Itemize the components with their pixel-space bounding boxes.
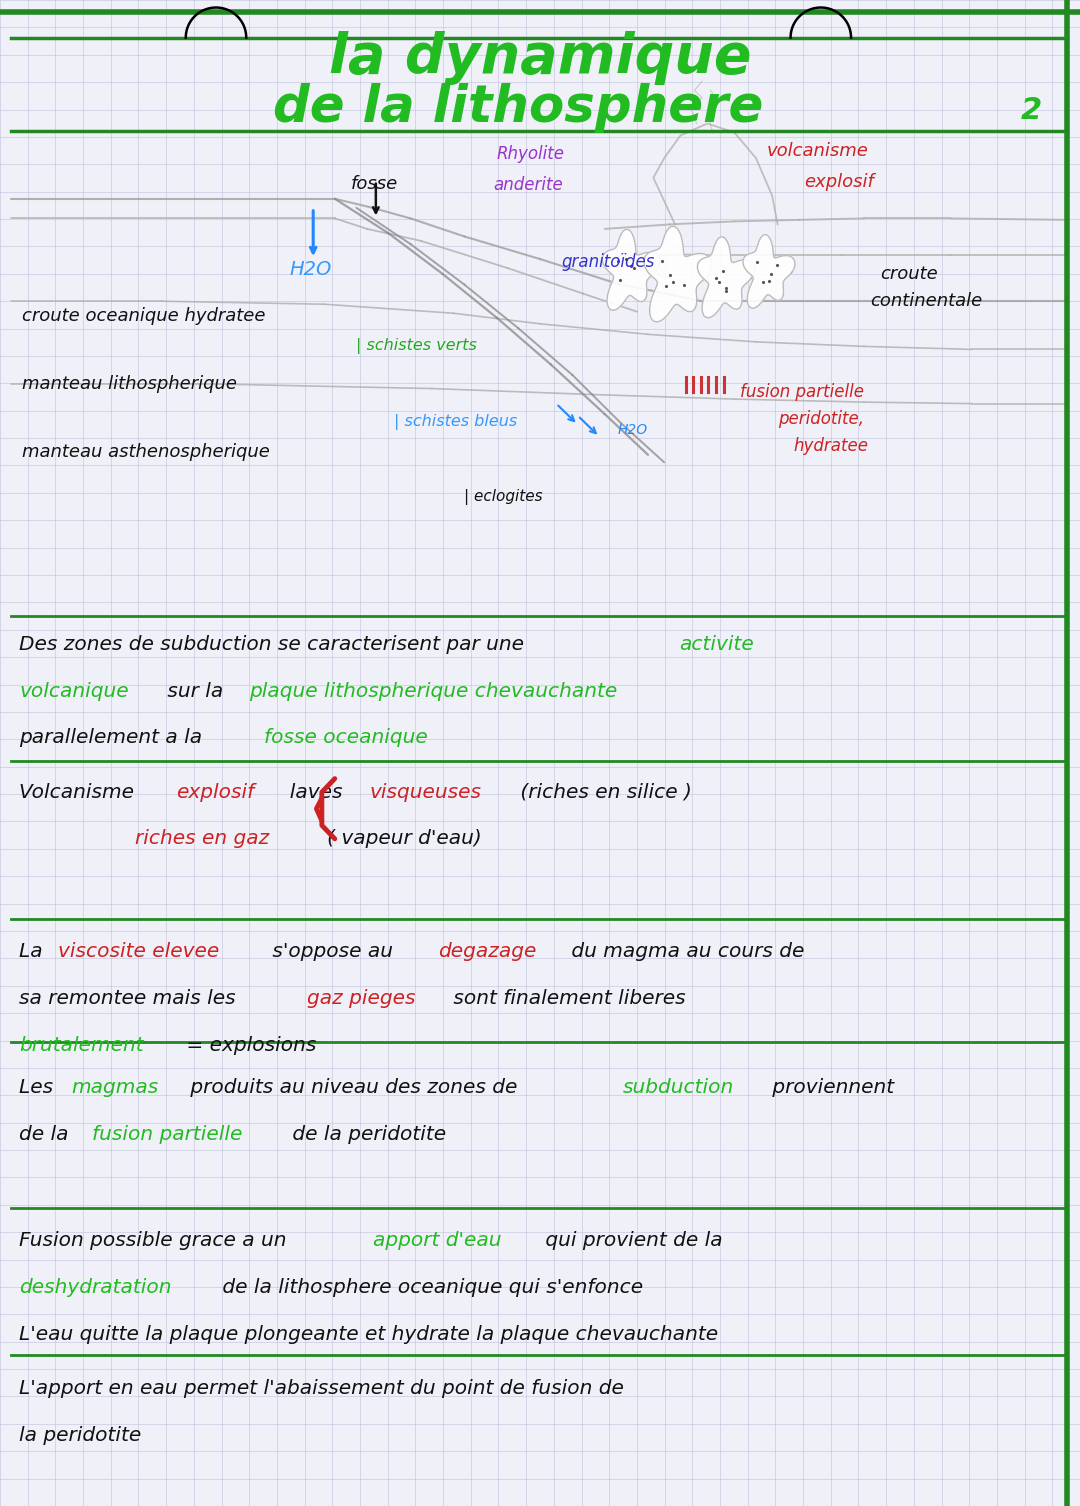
Text: croute: croute [880, 265, 937, 283]
Text: Fusion possible grace a un: Fusion possible grace a un [19, 1232, 294, 1250]
Text: sur la: sur la [161, 682, 230, 700]
Text: degazage: degazage [438, 943, 537, 961]
Text: magmas: magmas [71, 1078, 159, 1096]
Text: continentale: continentale [870, 292, 983, 310]
Text: fosse: fosse [351, 175, 399, 193]
Text: viscosite elevee: viscosite elevee [58, 943, 219, 961]
Text: de la: de la [19, 1125, 76, 1143]
Text: fusion partielle: fusion partielle [92, 1125, 242, 1143]
Text: laves: laves [278, 783, 349, 801]
Text: subduction: subduction [623, 1078, 734, 1096]
Text: du magma au cours de: du magma au cours de [565, 943, 805, 961]
Polygon shape [644, 226, 712, 322]
Text: = explosions: = explosions [180, 1036, 316, 1054]
Text: manteau lithospherique: manteau lithospherique [22, 375, 237, 393]
Text: fosse oceanique: fosse oceanique [264, 729, 428, 747]
Text: Rhyolite: Rhyolite [497, 145, 565, 163]
Text: sa remontee mais les: sa remontee mais les [19, 989, 242, 1008]
Text: activite: activite [679, 636, 754, 654]
Text: H2O: H2O [618, 423, 648, 437]
Polygon shape [743, 235, 795, 309]
Text: (riches en silice ): (riches en silice ) [514, 783, 692, 801]
Text: peridotite,: peridotite, [778, 410, 864, 428]
Text: manteau asthenospherique: manteau asthenospherique [22, 443, 270, 461]
Text: volcanisme: volcanisme [767, 142, 868, 160]
Text: explosif: explosif [805, 173, 875, 191]
Text: granitoïdes: granitoïdes [562, 253, 654, 271]
Text: gaz pieges: gaz pieges [307, 989, 416, 1008]
Text: plaque lithospherique chevauchante: plaque lithospherique chevauchante [249, 682, 618, 700]
Text: riches en gaz: riches en gaz [135, 830, 269, 848]
Text: H2O: H2O [289, 261, 332, 279]
Text: | eclogites: | eclogites [464, 489, 543, 505]
Text: apport d'eau: apport d'eau [373, 1232, 501, 1250]
Text: croute oceanique hydratee: croute oceanique hydratee [22, 307, 265, 325]
Text: anderite: anderite [494, 176, 564, 194]
Text: L'eau quitte la plaque plongeante et hydrate la plaque chevauchante: L'eau quitte la plaque plongeante et hyd… [19, 1325, 718, 1343]
Polygon shape [698, 236, 755, 318]
Text: explosif: explosif [176, 783, 254, 801]
Text: Des zones de subduction se caracterisent par une: Des zones de subduction se caracterisent… [19, 636, 530, 654]
Text: La: La [19, 943, 50, 961]
Text: produits au niveau des zones de: produits au niveau des zones de [185, 1078, 524, 1096]
Text: fusion partielle: fusion partielle [740, 383, 864, 401]
Text: ( vapeur d'eau): ( vapeur d'eau) [308, 830, 482, 848]
Text: parallelement a la: parallelement a la [19, 729, 208, 747]
Text: sont finalement liberes: sont finalement liberes [447, 989, 686, 1008]
Polygon shape [603, 229, 660, 310]
Text: Volcanisme: Volcanisme [19, 783, 140, 801]
Text: volcanique: volcanique [19, 682, 130, 700]
Text: de la lithosphere oceanique qui s'enfonce: de la lithosphere oceanique qui s'enfonc… [216, 1279, 644, 1297]
Text: visqueuses: visqueuses [369, 783, 482, 801]
Text: hydratee: hydratee [794, 437, 868, 455]
Text: de la lithosphere: de la lithosphere [273, 83, 764, 133]
Text: la peridotite: la peridotite [19, 1426, 141, 1444]
Text: deshydratation: deshydratation [19, 1279, 172, 1297]
Text: la dynamique: la dynamique [328, 32, 752, 84]
Text: s'oppose au: s'oppose au [266, 943, 400, 961]
Text: Les: Les [19, 1078, 60, 1096]
Text: proviennent: proviennent [766, 1078, 894, 1096]
Text: de la peridotite: de la peridotite [285, 1125, 446, 1143]
Text: 2: 2 [1021, 96, 1042, 125]
Text: qui provient de la: qui provient de la [539, 1232, 723, 1250]
Text: | schistes verts: | schistes verts [356, 339, 477, 354]
Text: | schistes bleus: | schistes bleus [394, 414, 517, 429]
Text: L'apport en eau permet l'abaissement du point de fusion de: L'apport en eau permet l'abaissement du … [19, 1379, 624, 1398]
Text: brutalement: brutalement [19, 1036, 144, 1054]
